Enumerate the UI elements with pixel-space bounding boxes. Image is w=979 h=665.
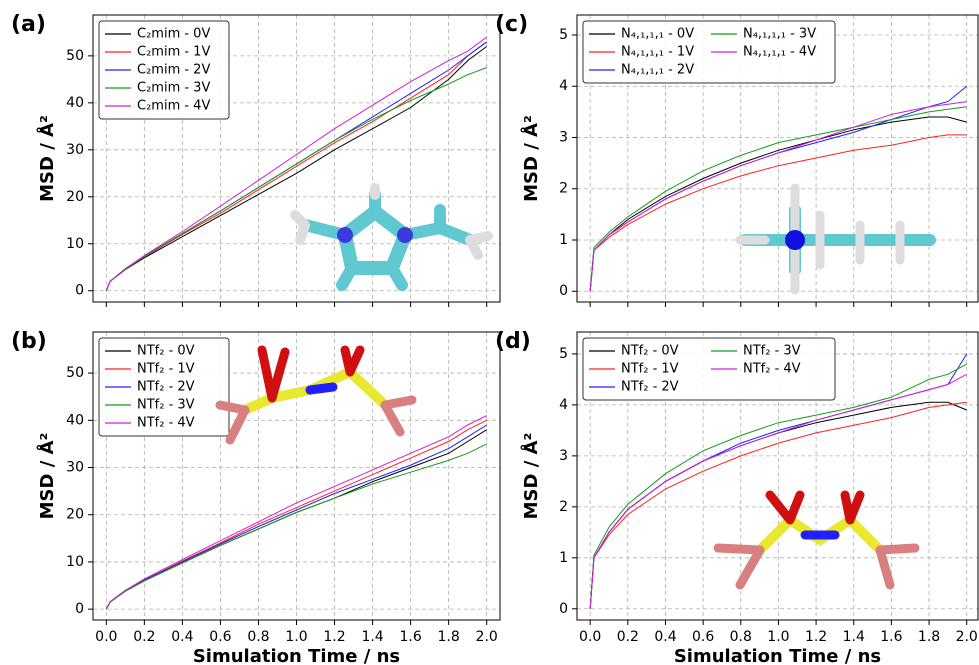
y-tick-label: 1: [559, 550, 568, 566]
y-tick-label: 0: [559, 601, 568, 617]
y-tick-label: 2: [559, 181, 568, 197]
y-axis-label: MSD / Å²: [519, 115, 542, 202]
y-tick-label: 0: [75, 283, 84, 299]
x-tick-label: 0.0: [95, 629, 117, 645]
y-tick-label: 10: [66, 236, 84, 252]
x-tick-label: 1.6: [399, 629, 421, 645]
y-tick-label: 2: [559, 499, 568, 515]
legend-label: C₂mim - 1V: [137, 45, 210, 60]
y-axis-label: MSD / Å²: [35, 115, 58, 202]
x-tick-label: 1.4: [843, 629, 865, 645]
legend-label: NTf₂ - 3V: [743, 344, 801, 359]
y-tick-label: 4: [559, 397, 568, 413]
legend-label: C₂mim - 2V: [137, 63, 210, 78]
x-tick-label: 0.8: [247, 629, 269, 645]
panel-label: (a): [11, 12, 46, 37]
x-tick-label: 1.8: [438, 629, 460, 645]
x-tick-label: 0.0: [579, 629, 601, 645]
y-tick-label: 5: [559, 346, 568, 362]
legend-label: NTf₂ - 3V: [137, 398, 195, 413]
x-tick-label: 1.0: [767, 629, 789, 645]
legend-label: C₂mim - 4V: [137, 99, 210, 114]
y-tick-label: 20: [66, 189, 84, 205]
legend-label: N₄,₁,₁,₁ - 0V: [621, 27, 694, 42]
x-tick-label: 2.0: [476, 629, 498, 645]
molecule-c2mim: [295, 188, 488, 285]
panel-label: (c): [495, 12, 528, 37]
y-tick-label: 50: [66, 48, 84, 64]
legend-label: C₂mim - 0V: [137, 27, 210, 42]
molecule-n4111: [740, 188, 930, 290]
y-tick-label: 0: [559, 283, 568, 299]
legend-label: N₄,₁,₁,₁ - 4V: [743, 45, 816, 60]
panel-label: (b): [11, 329, 47, 354]
panel: 0.0 0.2 0.4 0.6 0.8 1.0 1.2 1.4 1.6 1.8 2.0 0 10 20 30…: [11, 329, 500, 665]
panel: 0 1 2 3 4 5 (c) MSD / Å² N₄,₁,₁,₁ - 0V N₄,₁,₁,₁ -…: [495, 12, 978, 307]
y-tick-label: 40: [66, 95, 84, 111]
x-tick-label: 1.6: [880, 629, 902, 645]
x-tick-label: 0.2: [617, 629, 639, 645]
figure: 01020304050(a)MSD / Å²C₂mim - 0VC₂mim - …: [0, 0, 979, 665]
y-tick-label: 5: [559, 27, 568, 43]
y-tick-label: 4: [559, 78, 568, 94]
legend-label: NTf₂ - 4V: [743, 362, 801, 377]
panel: 0.0 0.2 0.4 0.6 0.8 1.0 1.2 1.4 1.6 1.8 2.0 0 1 2 3 4 5 (…: [495, 329, 978, 665]
x-tick-label: 1.4: [361, 629, 383, 645]
x-tick-label: 0.6: [692, 629, 714, 645]
y-tick-label: 3: [559, 448, 568, 464]
y-tick-label: 1: [559, 232, 568, 248]
legend-label: NTf₂ - 1V: [137, 362, 195, 377]
y-tick-label: 30: [66, 142, 84, 158]
y-axis-label: MSD / Å²: [519, 433, 542, 520]
panel: 0 10 20 30 40 50 (a) MSD / Å² C₂mim - 0V C₂mim - …: [11, 12, 500, 307]
x-axis-label: Simulation Time / ns: [193, 646, 400, 665]
legend-label: N₄,₁,₁,₁ - 3V: [743, 27, 816, 42]
y-tick-label: 0: [75, 601, 84, 617]
panel-label: (d): [495, 329, 531, 354]
x-tick-label: 1.2: [805, 629, 827, 645]
legend-label: N₄,₁,₁,₁ - 2V: [621, 63, 694, 78]
legend-label: NTf₂ - 2V: [137, 380, 195, 395]
legend-label: C₂mim - 3V: [137, 81, 210, 96]
x-tick-label: 1.2: [323, 629, 345, 645]
y-axis-label: MSD / Å²: [35, 433, 58, 520]
legend-label: NTf₂ - 2V: [621, 380, 679, 395]
y-tick-label: 30: [66, 460, 84, 476]
legend-label: NTf₂ - 1V: [621, 362, 679, 377]
x-tick-label: 0.4: [654, 629, 676, 645]
y-tick-label: 40: [66, 412, 84, 428]
x-tick-label: 1.8: [918, 629, 940, 645]
x-tick-label: 0.2: [133, 629, 155, 645]
y-tick-label: 20: [66, 507, 84, 523]
molecule-ntf2-d: [718, 495, 915, 585]
x-axis-label: Simulation Time / ns: [674, 646, 881, 665]
molecule-ntf2-b: [220, 215, 412, 440]
y-tick-label: 3: [559, 129, 568, 145]
legend-label: N₄,₁,₁,₁ - 1V: [621, 45, 694, 60]
x-tick-label: 2.0: [956, 629, 978, 645]
x-tick-label: 0.4: [171, 629, 193, 645]
x-tick-label: 0.6: [209, 629, 231, 645]
x-tick-label: 0.8: [730, 629, 752, 645]
legend-label: NTf₂ - 4V: [137, 416, 195, 431]
x-tick-label: 1.0: [285, 629, 307, 645]
y-tick-label: 10: [66, 554, 84, 570]
y-tick-label: 50: [66, 365, 84, 381]
legend-label: NTf₂ - 0V: [621, 344, 679, 359]
legend-label: NTf₂ - 0V: [137, 344, 195, 359]
